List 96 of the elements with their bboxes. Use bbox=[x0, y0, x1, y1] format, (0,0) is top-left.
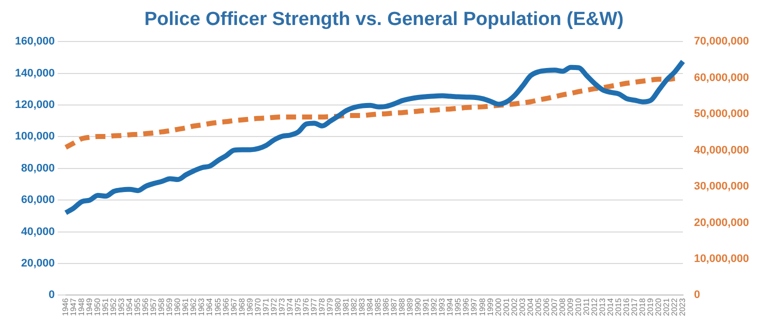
y-tick-label: 40,000 bbox=[21, 226, 55, 238]
x-tick-label: 1969 bbox=[245, 298, 254, 316]
x-tick-label: 1966 bbox=[221, 298, 230, 316]
x-tick-label: 1968 bbox=[237, 298, 246, 316]
y2-tick-label: 60,000,000 bbox=[694, 72, 750, 84]
y2-tick-label: 50,000,000 bbox=[694, 108, 750, 120]
x-tick-label: 2003 bbox=[518, 298, 527, 316]
x-tick-label: 1965 bbox=[213, 298, 222, 316]
x-tick-label: 1963 bbox=[197, 298, 206, 316]
x-tick-label: 2009 bbox=[566, 298, 575, 316]
x-tick-label: 1983 bbox=[358, 298, 367, 316]
x-tick-label: 1971 bbox=[261, 298, 270, 316]
x-tick-label: 1959 bbox=[165, 298, 174, 316]
x-tick-label: 2002 bbox=[510, 298, 519, 316]
x-tick-label: 1974 bbox=[285, 298, 294, 316]
x-tick-label: 1998 bbox=[478, 298, 487, 316]
x-tick-label: 2012 bbox=[590, 298, 599, 316]
y2-tick-label: 10,000,000 bbox=[694, 253, 750, 266]
x-tick-label: 1973 bbox=[277, 298, 286, 316]
x-tick-label: 2017 bbox=[630, 298, 640, 316]
x-tick-label: 1970 bbox=[253, 298, 262, 316]
x-tick-label: 1955 bbox=[133, 298, 142, 316]
x-tick-label: 1950 bbox=[93, 298, 102, 316]
x-tick-label: 1981 bbox=[342, 298, 351, 316]
x-tick-label: 1954 bbox=[125, 298, 134, 316]
x-tick-label: 1951 bbox=[101, 298, 110, 316]
x-tick-label: 1991 bbox=[422, 298, 431, 316]
x-tick-label: 1996 bbox=[462, 298, 471, 316]
x-tick-label: 2020 bbox=[654, 298, 664, 316]
y2-tick-label: 0 bbox=[694, 289, 700, 302]
x-tick-label: 1985 bbox=[374, 298, 383, 316]
x-tick-label: 1987 bbox=[390, 298, 399, 316]
x-tick-label: 1972 bbox=[269, 298, 278, 316]
x-tick-label: 2019 bbox=[646, 298, 656, 316]
x-tick-label: 1952 bbox=[109, 298, 118, 316]
x-tick-label: 1988 bbox=[398, 298, 407, 316]
x-tick-label: 2011 bbox=[582, 298, 591, 316]
x-tick-label: 1999 bbox=[486, 298, 495, 316]
x-tick-label: 1976 bbox=[301, 298, 310, 316]
x-tick-label: 1953 bbox=[117, 298, 126, 316]
x-tick-label: 1956 bbox=[141, 298, 150, 316]
x-tick-label: 2000 bbox=[494, 298, 503, 316]
x-tick-label: 1995 bbox=[454, 298, 463, 316]
x-tick-label: 1986 bbox=[382, 298, 391, 316]
x-tick-label: 1975 bbox=[293, 298, 302, 316]
y2-tick-label: 20,000,000 bbox=[694, 216, 750, 229]
x-tick-label: 2008 bbox=[558, 298, 567, 316]
x-tick-label: 1962 bbox=[189, 298, 198, 316]
x-tick-label: 2021 bbox=[662, 298, 672, 316]
x-tick-label: 2016 bbox=[622, 298, 632, 316]
x-tick-label: 2007 bbox=[550, 298, 559, 316]
y-tick-label: 100,000 bbox=[14, 130, 55, 143]
x-tick-label: 1957 bbox=[149, 298, 158, 316]
y-tick-label: 0 bbox=[48, 289, 55, 302]
x-tick-label: 1980 bbox=[333, 298, 342, 316]
x-tick-label: 1993 bbox=[438, 298, 447, 316]
x-tick-label: 1978 bbox=[317, 298, 326, 316]
y-tick-label: 120,000 bbox=[14, 99, 55, 112]
x-tick-label: 1990 bbox=[414, 298, 423, 316]
x-tick-label: 1982 bbox=[350, 298, 359, 316]
x-tick-label: 1961 bbox=[181, 298, 190, 316]
y2-tick-label: 40,000,000 bbox=[694, 144, 750, 156]
x-tick-label: 2013 bbox=[598, 298, 607, 316]
x-tick-label: 2010 bbox=[574, 298, 583, 316]
x-tick-label: 1967 bbox=[229, 298, 238, 316]
x-tick-label: 1948 bbox=[76, 298, 86, 316]
x-tick-label: 1946 bbox=[60, 298, 70, 316]
x-tick-label: 2004 bbox=[526, 298, 535, 316]
x-tick-label: 1984 bbox=[366, 298, 375, 316]
x-tick-label: 2018 bbox=[638, 298, 648, 316]
chart-title: Police Officer Strength vs. General Population (E&W) bbox=[143, 8, 625, 32]
x-tick-label: 1958 bbox=[157, 298, 166, 316]
x-tick-label: 1960 bbox=[173, 298, 182, 316]
y-tick-label: 140,000 bbox=[14, 67, 55, 80]
x-tick-label: 1964 bbox=[205, 298, 214, 316]
x-tick-label: 2014 bbox=[606, 298, 616, 316]
x-tick-label: 1989 bbox=[406, 298, 415, 316]
x-tick-label: 1992 bbox=[430, 298, 439, 316]
x-tick-label: 1994 bbox=[446, 298, 455, 316]
x-tick-label: 2001 bbox=[502, 298, 511, 316]
y2-tick-label: 70,000,000 bbox=[694, 36, 750, 48]
y-tick-label: 160,000 bbox=[14, 36, 55, 48]
x-tick-label: 2023 bbox=[678, 298, 688, 316]
x-tick-label: 1997 bbox=[470, 298, 479, 316]
x-tick-label: 1947 bbox=[68, 298, 78, 316]
y2-tick-label: 30,000,000 bbox=[694, 180, 750, 193]
x-tick-label: 2022 bbox=[670, 298, 680, 316]
x-tick-label: 2015 bbox=[614, 298, 624, 316]
y-tick-label: 80,000 bbox=[21, 162, 55, 174]
x-tick-label: 2005 bbox=[534, 298, 543, 316]
x-tick-label: 1979 bbox=[325, 298, 334, 316]
y-tick-label: 20,000 bbox=[21, 258, 55, 270]
y-tick-label: 60,000 bbox=[21, 194, 55, 206]
x-tick-label: 1977 bbox=[309, 298, 318, 316]
x-tick-label: 1949 bbox=[85, 298, 94, 316]
x-tick-label: 2006 bbox=[542, 298, 551, 316]
